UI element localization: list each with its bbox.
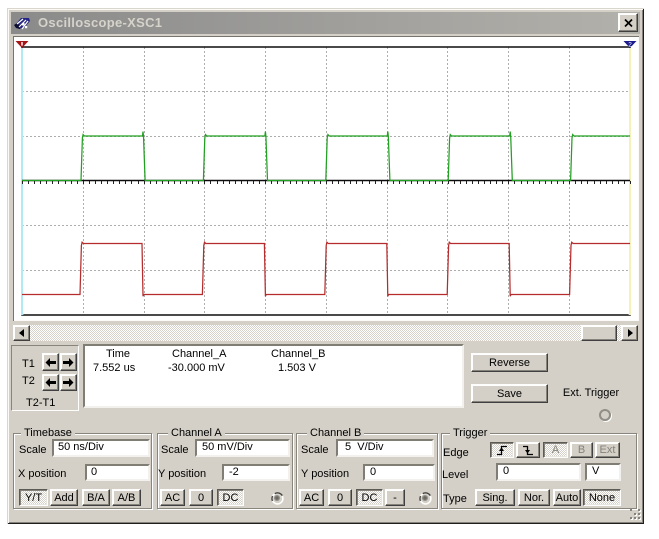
svg-text:2: 2 bbox=[628, 42, 632, 49]
